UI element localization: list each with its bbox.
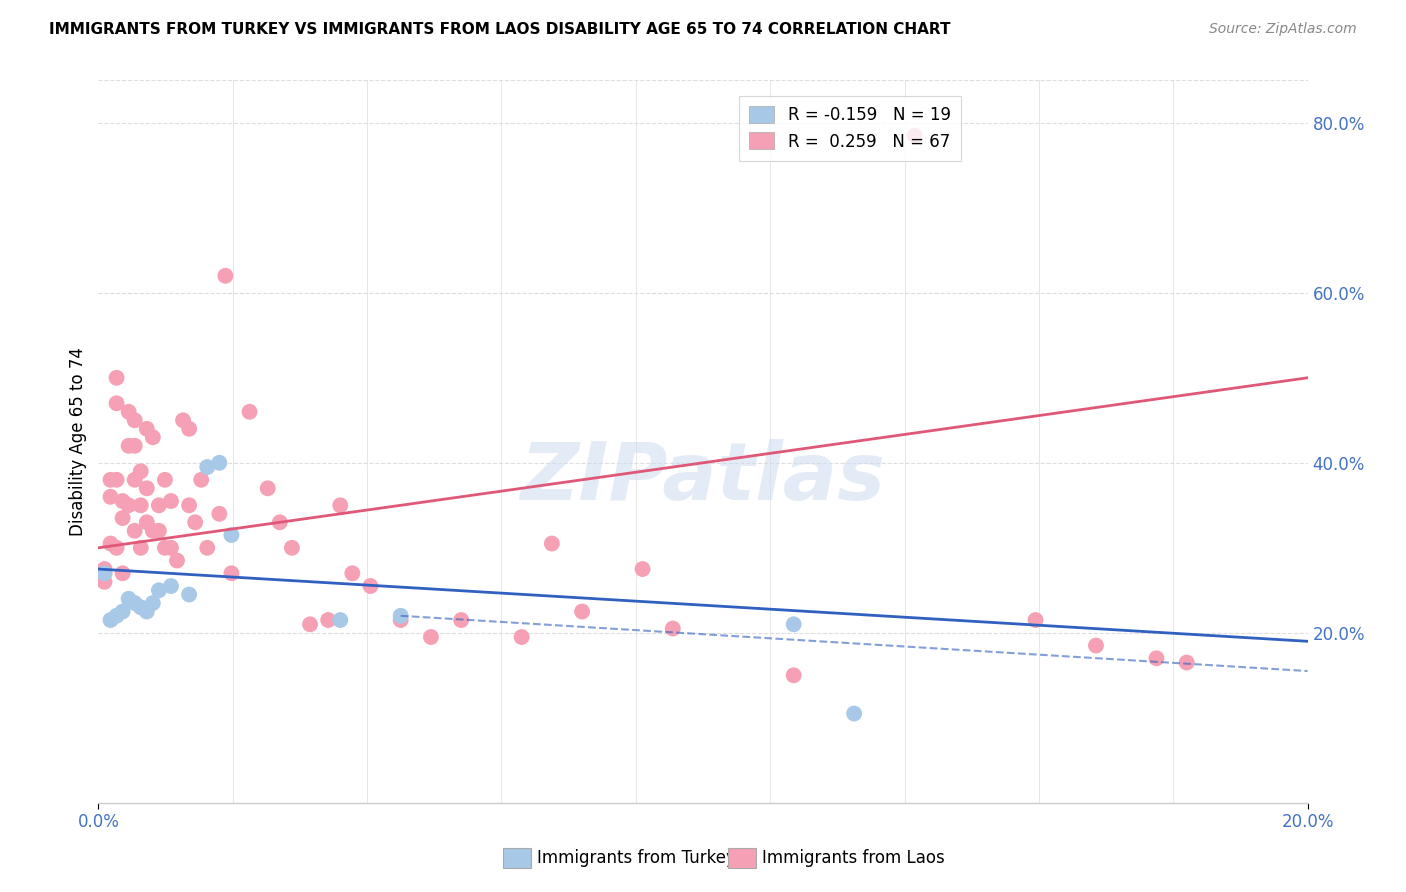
Point <box>179 422 201 436</box>
Point <box>129 600 152 615</box>
Point <box>142 524 165 538</box>
Point <box>160 579 183 593</box>
Point <box>510 630 533 644</box>
Point <box>661 622 683 636</box>
Point <box>208 507 231 521</box>
Point <box>783 668 806 682</box>
Point <box>124 473 146 487</box>
Point <box>142 596 165 610</box>
Point <box>420 630 443 644</box>
Point <box>179 588 201 602</box>
Point <box>450 613 472 627</box>
Text: ZIPatlas: ZIPatlas <box>520 439 886 516</box>
Point <box>105 396 128 410</box>
Point <box>111 494 134 508</box>
Point <box>148 524 170 538</box>
Point <box>904 128 927 143</box>
Point <box>299 617 322 632</box>
Point <box>111 511 134 525</box>
Point <box>184 516 207 530</box>
Point <box>93 566 115 581</box>
Point <box>214 268 236 283</box>
Point <box>208 456 231 470</box>
Point <box>100 536 122 550</box>
Legend: R = -0.159   N = 19, R =  0.259   N = 67: R = -0.159 N = 19, R = 0.259 N = 67 <box>740 95 960 161</box>
Point <box>118 439 141 453</box>
Point <box>631 562 654 576</box>
Point <box>105 473 128 487</box>
Point <box>221 528 243 542</box>
Point <box>1175 656 1198 670</box>
Point <box>153 473 176 487</box>
Point <box>281 541 304 555</box>
Point <box>129 464 152 478</box>
Point <box>179 498 201 512</box>
Point <box>166 553 188 567</box>
Point <box>195 460 218 475</box>
Point <box>160 541 183 555</box>
Point <box>124 439 146 453</box>
Point <box>540 536 562 550</box>
Point <box>111 605 134 619</box>
Point <box>118 498 141 512</box>
Point <box>100 490 122 504</box>
Point <box>389 613 412 627</box>
Point <box>256 481 278 495</box>
Text: Immigrants from Turkey: Immigrants from Turkey <box>537 849 735 867</box>
Point <box>135 481 157 495</box>
Point <box>571 605 593 619</box>
Point <box>105 608 128 623</box>
Point <box>329 498 352 512</box>
Point <box>100 613 122 627</box>
Point <box>239 405 262 419</box>
Point <box>93 562 115 576</box>
Point <box>100 473 122 487</box>
Point <box>389 608 412 623</box>
Point <box>124 524 146 538</box>
Point <box>160 494 183 508</box>
Point <box>190 473 212 487</box>
Point <box>129 498 152 512</box>
Point <box>221 566 243 581</box>
Point <box>195 541 218 555</box>
Point <box>360 579 382 593</box>
Point <box>1144 651 1167 665</box>
Point <box>129 541 152 555</box>
Point <box>148 498 170 512</box>
Point <box>135 422 157 436</box>
Text: Immigrants from Laos: Immigrants from Laos <box>762 849 945 867</box>
Point <box>105 541 128 555</box>
Point <box>142 430 165 444</box>
Point <box>118 405 141 419</box>
Point <box>148 583 170 598</box>
Point <box>135 605 157 619</box>
Point <box>329 613 352 627</box>
Point <box>153 541 176 555</box>
Point <box>1085 639 1108 653</box>
Text: IMMIGRANTS FROM TURKEY VS IMMIGRANTS FROM LAOS DISABILITY AGE 65 TO 74 CORRELATI: IMMIGRANTS FROM TURKEY VS IMMIGRANTS FRO… <box>49 22 950 37</box>
Point <box>105 371 128 385</box>
Point <box>269 516 291 530</box>
Point <box>844 706 866 721</box>
Point <box>124 596 146 610</box>
Point <box>118 591 141 606</box>
Y-axis label: Disability Age 65 to 74: Disability Age 65 to 74 <box>69 347 87 536</box>
Point <box>135 516 157 530</box>
Point <box>342 566 364 581</box>
Point <box>111 566 134 581</box>
Point <box>316 613 339 627</box>
Point <box>124 413 146 427</box>
Text: Source: ZipAtlas.com: Source: ZipAtlas.com <box>1209 22 1357 37</box>
Point <box>1024 613 1046 627</box>
Point <box>783 617 806 632</box>
Point <box>93 574 115 589</box>
Point <box>93 566 115 581</box>
Point <box>172 413 194 427</box>
